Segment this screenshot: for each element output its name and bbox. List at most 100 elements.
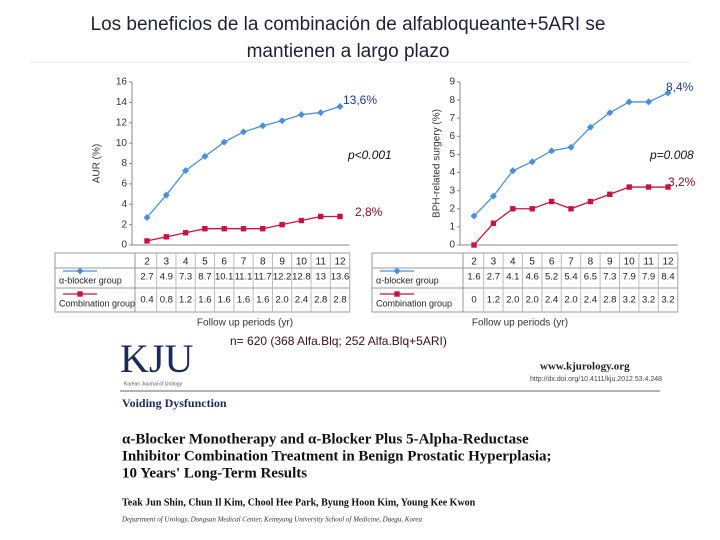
article-title: Inhibitor Combination Treatment in Benig… xyxy=(122,448,551,464)
x-tick-label: 4 xyxy=(183,257,189,268)
point xyxy=(548,147,556,155)
data-label: 3.2 xyxy=(661,295,674,306)
data-label: 7.3 xyxy=(179,272,192,283)
article-title: α-Blocker Monotherapy and α-Blocker Plus… xyxy=(122,431,529,447)
data-label: 0 xyxy=(471,295,476,306)
point xyxy=(607,191,613,197)
data-label: 5.2 xyxy=(545,272,558,283)
x-tick-label: 3 xyxy=(491,257,497,268)
point xyxy=(509,167,517,175)
y-tick-label: 14 xyxy=(116,97,128,108)
data-label: 2.7 xyxy=(140,272,153,283)
article-title: 10 Years' Long-Term Results xyxy=(122,465,307,481)
x-tick-label: 6 xyxy=(549,257,555,268)
point xyxy=(625,98,633,106)
data-label: 13.6 xyxy=(331,272,350,283)
doi: http://dx.doi.org/10.4111/kju.2012.53.4.… xyxy=(530,376,662,383)
x-tick-label: 4 xyxy=(510,257,516,268)
data-label: 2.8 xyxy=(333,295,346,306)
data-label: 2.0 xyxy=(275,295,288,306)
data-label: 1.6 xyxy=(237,295,250,306)
y-tick-label: 7 xyxy=(449,113,455,124)
data-label: 13 xyxy=(315,272,326,283)
x-tick-label: 9 xyxy=(607,257,613,268)
data-label: 1.6 xyxy=(256,295,269,306)
series-line xyxy=(473,186,668,246)
data-label: 2.4 xyxy=(545,295,558,306)
data-label: 1.6 xyxy=(198,295,211,306)
x-axis-label: Follow up periods (yr) xyxy=(197,318,293,329)
data-label: 2.0 xyxy=(564,295,577,306)
slide-title: Los beneficios de la combinación de alfa… xyxy=(91,14,606,35)
x-tick-label: 9 xyxy=(279,257,285,268)
data-label: 7.9 xyxy=(642,272,655,283)
y-tick-label: 8 xyxy=(121,158,127,169)
data-label: 7.9 xyxy=(623,272,636,283)
y-tick-label: 9 xyxy=(449,77,455,88)
data-label: 10.1 xyxy=(215,272,234,283)
y-tick-label: 4 xyxy=(449,167,455,178)
slide-title: mantienen a largo plazo xyxy=(247,41,450,62)
legend-label: Combination group xyxy=(59,298,135,308)
y-tick-label: 16 xyxy=(116,77,128,88)
point xyxy=(162,191,170,199)
point xyxy=(278,117,286,125)
data-label: 11.1 xyxy=(235,272,253,283)
x-tick-label: 8 xyxy=(260,257,266,268)
annotation: 13,6% xyxy=(343,93,377,107)
y-tick-label: 6 xyxy=(449,131,455,142)
journal-logo: KJU xyxy=(120,336,193,381)
x-tick-label: 2 xyxy=(471,257,477,268)
data-label: 1.6 xyxy=(467,272,480,283)
annotation: p<0.001 xyxy=(347,148,392,162)
point xyxy=(220,138,228,146)
point xyxy=(336,102,344,110)
point xyxy=(471,242,477,248)
y-tick-label: 10 xyxy=(116,138,128,149)
data-label: 1.2 xyxy=(487,295,500,306)
data-label: 2.7 xyxy=(487,272,500,283)
point xyxy=(182,230,189,236)
point xyxy=(297,111,305,119)
x-axis-label: Follow up periods (yr) xyxy=(472,318,568,329)
series-line xyxy=(146,105,341,218)
article-section: Voiding Dysfunction xyxy=(122,396,227,410)
annotation: 8,4% xyxy=(666,80,694,94)
point xyxy=(489,192,497,200)
y-tick-label: 12 xyxy=(116,117,128,128)
point xyxy=(664,89,672,97)
data-table xyxy=(54,252,351,313)
data-label: 4.1 xyxy=(506,272,519,283)
journal-url: www.kjurology.org xyxy=(540,361,630,373)
data-label: 6.5 xyxy=(584,272,597,283)
legend-label: α-blocker group xyxy=(376,275,439,285)
point xyxy=(221,226,227,232)
data-label: 4.6 xyxy=(526,272,539,283)
y-tick-label: 8 xyxy=(449,95,455,106)
point xyxy=(201,152,209,160)
point xyxy=(318,213,324,220)
point xyxy=(528,158,536,166)
data-label: 2.4 xyxy=(584,295,597,306)
article-affiliation: Department of Urology, Dongsan Medical C… xyxy=(121,516,423,524)
x-tick-label: 11 xyxy=(316,257,327,268)
data-label: 2.8 xyxy=(314,295,327,306)
x-tick-label: 11 xyxy=(643,257,654,268)
point xyxy=(240,226,247,232)
point xyxy=(279,221,285,228)
data-label: 12.2 xyxy=(273,272,292,283)
data-label: 8.7 xyxy=(198,272,211,283)
point xyxy=(548,198,555,205)
y-axis-label: BPH-related surgery (%) xyxy=(432,109,443,218)
x-tick-label: 5 xyxy=(202,257,208,268)
y-tick-label: 0 xyxy=(121,240,127,251)
y-tick-label: 6 xyxy=(121,179,127,190)
point xyxy=(182,167,190,175)
point xyxy=(337,213,343,220)
series-line xyxy=(473,92,669,217)
x-tick-label: 12 xyxy=(662,257,674,268)
journal-name: Korean Journal of Urology xyxy=(124,381,183,387)
annotation: 3,2% xyxy=(668,175,696,189)
point xyxy=(606,109,614,117)
